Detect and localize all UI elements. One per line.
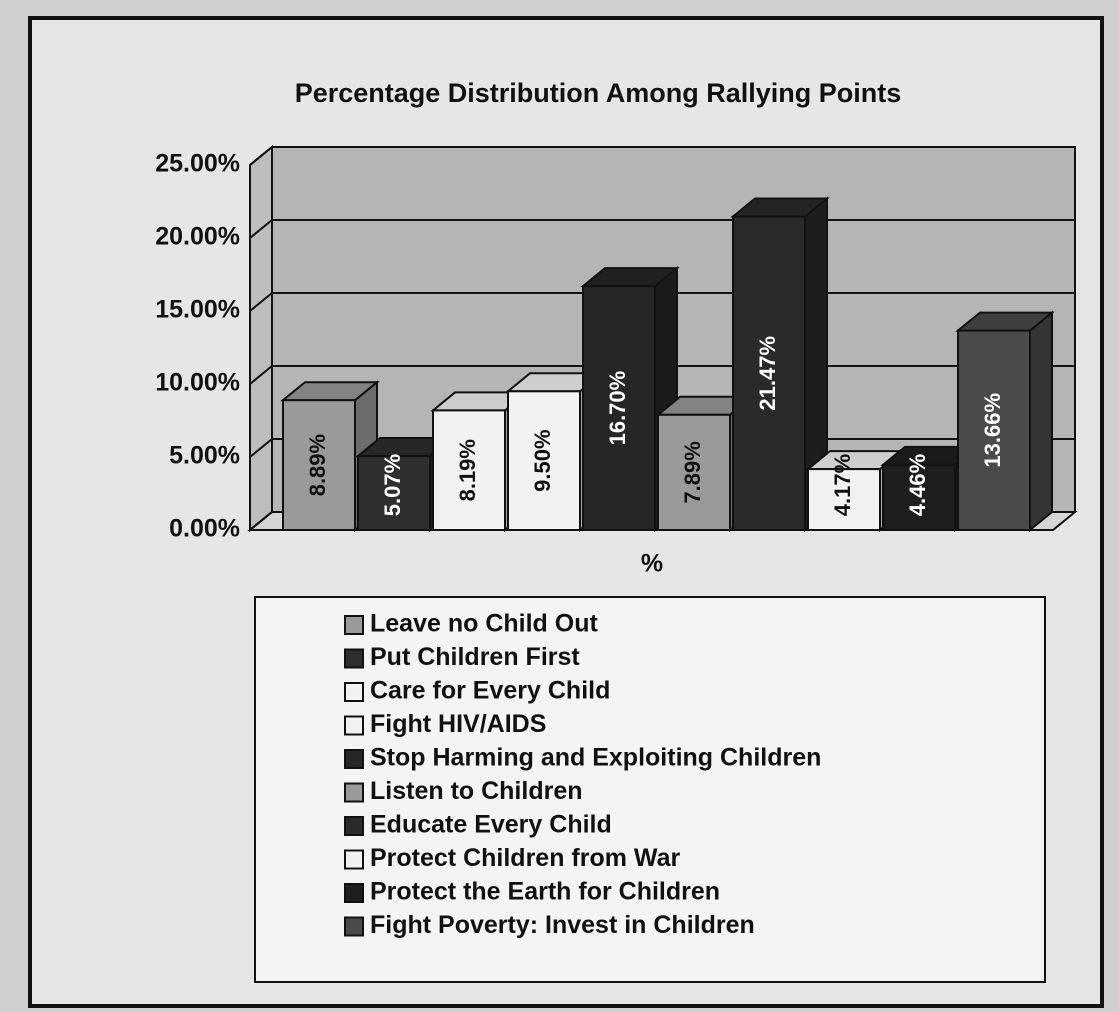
y-tick-label: 10.00%: [155, 369, 240, 397]
value-label: 4.17%: [830, 454, 855, 516]
y-tick-label: 25.00%: [155, 150, 240, 178]
legend-label: Protect the Earth for Children: [370, 878, 720, 906]
legend-swatch: [344, 816, 364, 836]
grid-line-side: [249, 146, 273, 166]
legend-swatch: [344, 883, 364, 903]
y-tick-label: 20.00%: [155, 223, 240, 251]
value-label: 4.46%: [905, 454, 930, 516]
bar: [882, 463, 956, 531]
value-label: 7.89%: [680, 441, 705, 503]
bar-side: [1029, 310, 1053, 533]
value-label: 9.50%: [530, 429, 555, 491]
bar: [582, 285, 656, 531]
value-label: 8.19%: [455, 439, 480, 501]
y-tick-label: 5.00%: [169, 442, 240, 470]
legend-label: Care for Every Child: [370, 677, 610, 705]
value-label: 8.89%: [305, 434, 330, 496]
legend-label: Fight HIV/AIDS: [370, 710, 546, 738]
legend-swatch: [344, 849, 364, 870]
grid-line-side: [249, 511, 273, 531]
chart-title: Percentage Distribution Among Rallying P…: [295, 78, 902, 108]
x-tick-label: %: [641, 550, 663, 578]
bar: [282, 399, 356, 531]
legend-label: Leave no Child Out: [370, 610, 598, 638]
grid-line-side: [249, 292, 273, 312]
bar: [657, 413, 731, 531]
legend-swatch: [344, 916, 364, 937]
grid-line-side: [249, 438, 273, 458]
y-tick-label: 15.00%: [155, 296, 240, 324]
legend-label: Protect Children from War: [370, 844, 680, 872]
value-label: 5.07%: [380, 454, 405, 516]
legend-swatch: [344, 749, 364, 769]
y-tick-label: 0.00%: [169, 515, 240, 543]
bar: [807, 468, 881, 532]
bar: [732, 215, 806, 531]
legend-label: Listen to Children: [370, 777, 583, 805]
legend-label: Fight Poverty: Invest in Children: [370, 911, 755, 939]
legend-swatch: [344, 715, 364, 736]
legend-swatch: [344, 782, 364, 803]
legend-label: Stop Harming and Exploiting Children: [370, 744, 821, 772]
legend-label: Put Children First: [370, 643, 580, 671]
value-label: 21.47%: [755, 336, 780, 411]
side-wall: [249, 144, 273, 533]
legend-swatch: [344, 615, 364, 635]
grid-line-side: [249, 365, 273, 385]
bar: [357, 454, 431, 531]
bar: [432, 409, 506, 531]
legend-swatch: [344, 648, 364, 669]
value-label: 16.70%: [605, 371, 630, 446]
bar: [957, 329, 1031, 531]
legend-swatch: [344, 682, 364, 702]
value-label: 13.66%: [980, 393, 1005, 468]
legend: [254, 596, 1046, 983]
bar: [507, 390, 581, 531]
legend-label: Educate Every Child: [370, 811, 612, 839]
grid-line-side: [249, 219, 273, 239]
